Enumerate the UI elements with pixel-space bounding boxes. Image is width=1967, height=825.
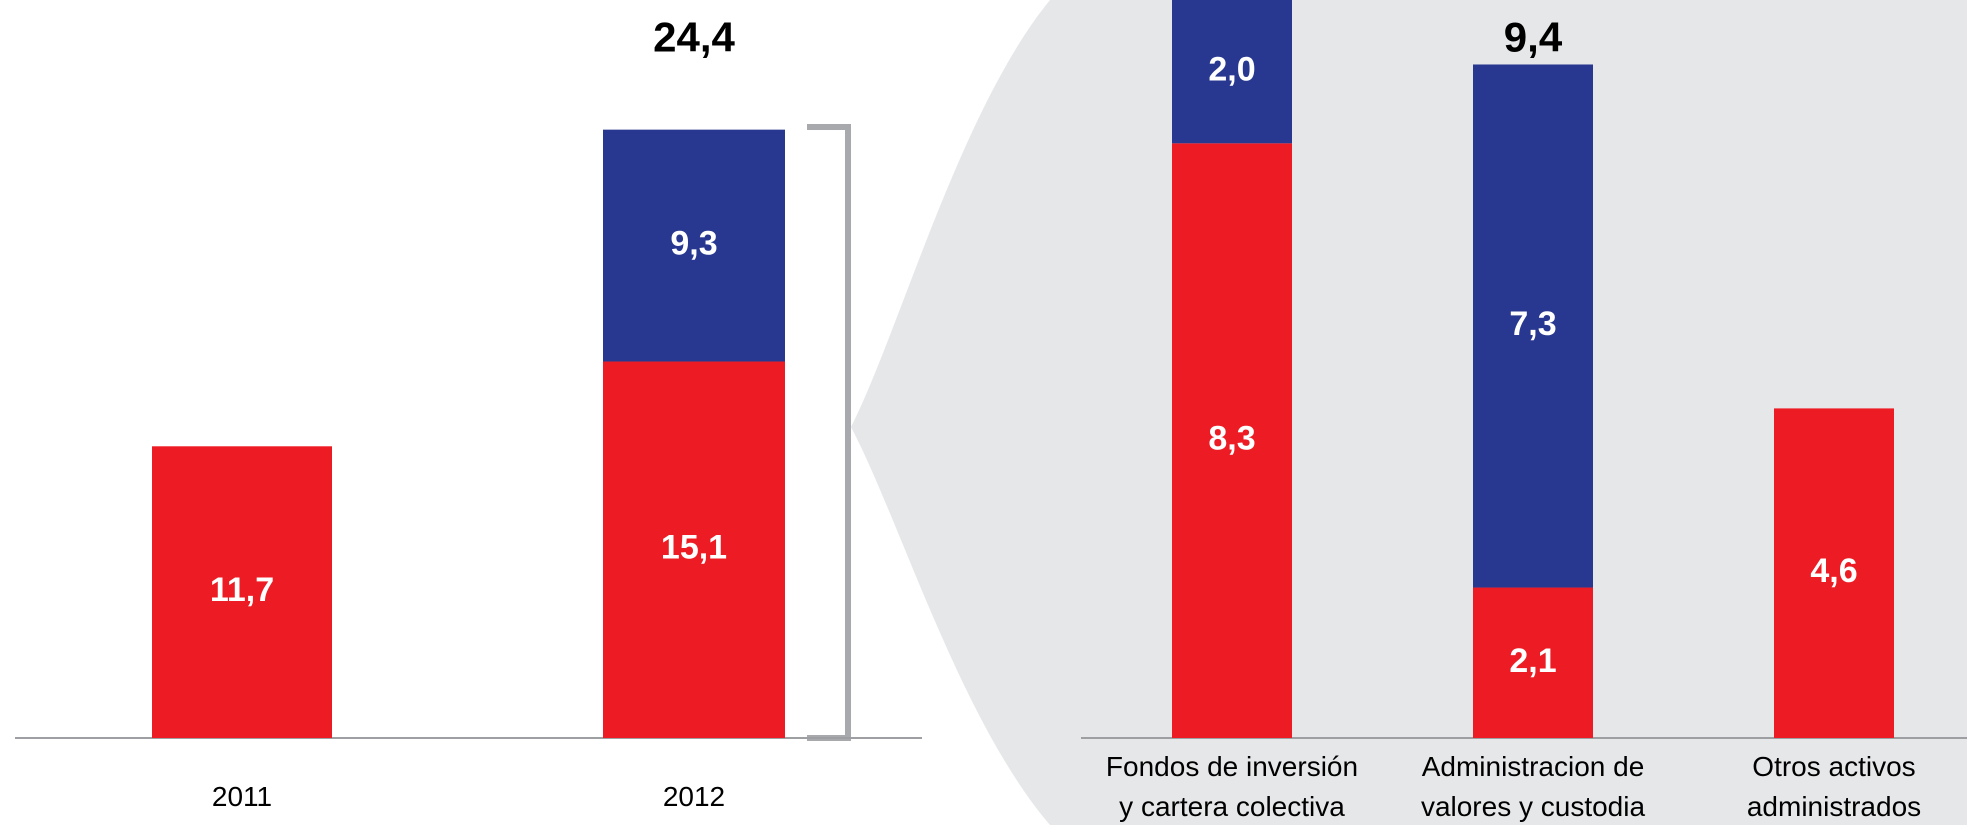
bar-segment	[1172, 0, 1292, 144]
category-line: Fondos de inversión	[1106, 751, 1358, 782]
category-label: Fondos de inversión y cartera colectiva	[1106, 751, 1358, 822]
total-label: 24,4	[653, 14, 735, 61]
bar-segment	[1473, 587, 1593, 738]
bracket	[807, 124, 851, 741]
value-label: 9,3	[670, 225, 717, 263]
category-label: Otros activos administrados	[1747, 751, 1921, 822]
bar-segment	[1473, 64, 1593, 588]
value-label: 4,6	[1810, 552, 1857, 590]
category-line: Administracion de	[1422, 751, 1645, 782]
category-line: y cartera colectiva	[1119, 791, 1345, 822]
total-label: 9,4	[1504, 14, 1563, 61]
category-label: Administracion de valores y custodia	[1421, 751, 1646, 822]
category-label: 2012	[663, 781, 725, 812]
bar-segment	[152, 446, 332, 738]
category-line: Otros activos	[1752, 751, 1915, 782]
category-label: 2011	[212, 781, 272, 812]
bar-segment	[603, 361, 785, 738]
bar-segment	[1172, 143, 1292, 738]
value-label: 2,1	[1509, 642, 1556, 680]
value-label: 2,0	[1208, 51, 1255, 89]
zoom-background	[851, 0, 1967, 825]
category-line: 2012	[663, 781, 725, 812]
value-label: 15,1	[661, 529, 727, 567]
category-line: 2011	[212, 781, 272, 812]
value-label: 11,7	[210, 571, 274, 609]
value-label: 7,3	[1509, 305, 1556, 343]
category-line: valores y custodia	[1421, 791, 1646, 822]
value-label: 8,3	[1208, 420, 1255, 458]
category-line: administrados	[1747, 791, 1921, 822]
bar-segment	[1774, 408, 1894, 738]
bar-segment	[603, 129, 785, 362]
